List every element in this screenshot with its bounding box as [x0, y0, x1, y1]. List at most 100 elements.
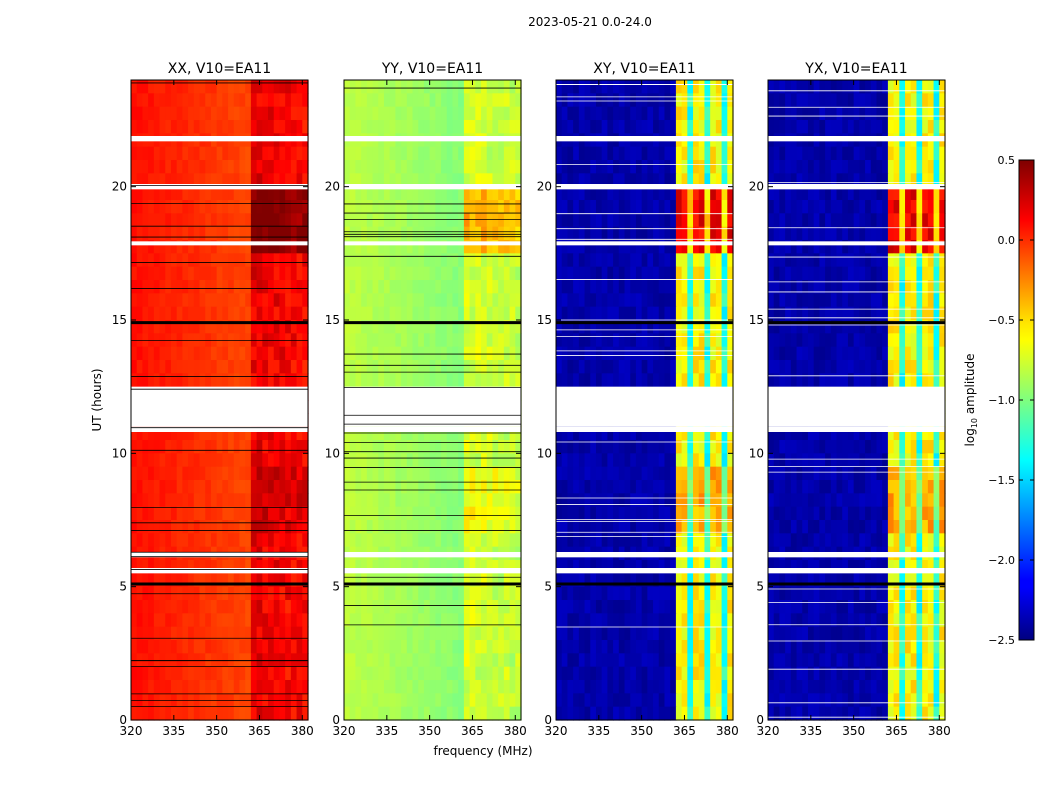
heatmap-cell — [681, 506, 688, 521]
heatmap-cell — [698, 693, 706, 708]
heatmap-cell — [131, 146, 138, 161]
heatmap-cell — [515, 213, 522, 228]
heatmap-cell — [675, 146, 683, 161]
heatmap-cell — [681, 626, 688, 641]
heatmap-cell — [670, 453, 677, 468]
heatmap-cell — [366, 613, 374, 628]
heatmap-cell — [899, 93, 906, 108]
heatmap-cell — [458, 213, 465, 228]
heatmap-cell — [653, 253, 660, 268]
heatmap-cell — [813, 186, 820, 201]
heatmap-cell — [361, 240, 368, 254]
heatmap-cell — [675, 226, 683, 241]
heatmap-cell — [344, 693, 351, 708]
heatmap-cell — [509, 93, 516, 108]
heatmap-cell — [429, 173, 436, 188]
heatmap-cell — [469, 173, 476, 188]
heatmap-cell — [658, 280, 666, 294]
heatmap-cell — [721, 306, 728, 321]
heatmap-cell — [469, 693, 476, 708]
heatmap-cell — [653, 533, 660, 548]
heatmap-cell — [159, 346, 166, 361]
heatmap-cell — [239, 373, 246, 388]
heatmap-cell — [590, 346, 597, 361]
heatmap-cell — [131, 493, 138, 508]
heatmap-cell — [446, 466, 454, 481]
heatmap-cell — [584, 106, 591, 121]
heatmap-cell — [635, 266, 643, 281]
heatmap-cell — [601, 146, 608, 161]
heatmap-cell — [418, 320, 425, 334]
heatmap-cell — [635, 80, 643, 94]
y-tick-label: 5 — [119, 580, 127, 594]
heatmap-cell — [515, 226, 522, 241]
heatmap-cell — [349, 320, 357, 334]
heatmap-cell — [486, 533, 494, 548]
heatmap-cell — [664, 693, 671, 708]
heatmap-cell — [704, 706, 711, 721]
heatmap-cell — [193, 306, 201, 321]
heatmap-cell — [378, 480, 385, 494]
heatmap-cell — [153, 560, 161, 574]
heatmap-cell — [406, 573, 414, 588]
heatmap-cell — [607, 666, 614, 681]
heatmap-cell — [567, 120, 574, 134]
heatmap-cell — [641, 640, 648, 654]
heatmap-cell — [412, 293, 419, 308]
heatmap-cell — [349, 173, 357, 188]
heatmap-cell — [285, 360, 292, 374]
heatmap-cell — [590, 320, 597, 334]
heatmap-cell — [210, 600, 218, 614]
heatmap-cell — [458, 266, 465, 281]
heatmap-cell — [509, 706, 516, 721]
heatmap-cell — [698, 626, 706, 641]
heatmap-cell — [245, 560, 252, 574]
heatmap-cell — [182, 200, 189, 214]
heatmap-cell — [389, 253, 396, 268]
heatmap-cell — [233, 626, 241, 641]
heatmap-cell — [561, 453, 569, 468]
heatmap-cell — [715, 93, 723, 108]
heatmap-cell — [590, 106, 597, 121]
heatmap-cell — [905, 120, 912, 134]
heatmap-cell — [503, 360, 511, 374]
heatmap-cell — [406, 320, 414, 334]
heatmap-cell — [704, 626, 711, 641]
heatmap-cell — [618, 506, 626, 521]
heatmap-cell — [452, 80, 459, 94]
heatmap-cell — [210, 426, 218, 441]
heatmap-cell — [401, 293, 408, 308]
heatmap-cell — [165, 493, 172, 508]
heatmap-cell — [355, 480, 362, 494]
heatmap-cell — [630, 440, 637, 454]
heatmap-cell — [715, 280, 723, 294]
heatmap-cell — [256, 213, 263, 228]
heatmap-cell — [285, 453, 292, 468]
heatmap-cell — [486, 306, 494, 321]
heatmap-cell — [355, 120, 362, 134]
heatmap-cell — [452, 533, 459, 548]
heatmap-cell — [458, 360, 465, 374]
heatmap-cell — [561, 573, 569, 588]
heatmap-cell — [210, 640, 218, 654]
heatmap-cell — [509, 266, 516, 281]
heatmap-cell — [395, 120, 402, 134]
heatmap-cell — [567, 253, 574, 268]
heatmap-cell — [768, 173, 775, 188]
heatmap-cell — [618, 586, 626, 601]
heatmap-cell — [498, 613, 505, 628]
heatmap-cell — [458, 373, 465, 388]
heatmap-cell — [250, 626, 258, 641]
heatmap-cell — [239, 346, 246, 361]
heatmap-cell — [463, 306, 471, 321]
heatmap-cell — [395, 266, 402, 281]
heatmap-cell — [727, 120, 734, 134]
heatmap-cell — [256, 493, 263, 508]
heatmap-cell — [389, 200, 396, 214]
heatmap-cell — [401, 653, 408, 668]
heatmap-cell — [463, 213, 471, 228]
heatmap-cell — [205, 493, 212, 508]
heatmap-cell — [727, 106, 734, 121]
heatmap-cell — [256, 680, 263, 694]
heatmap-cell — [441, 493, 448, 508]
